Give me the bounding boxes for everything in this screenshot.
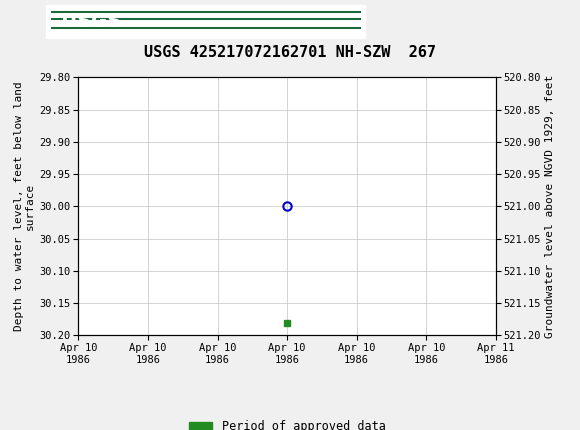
Text: ≡USGS: ≡USGS [46,12,122,31]
FancyBboxPatch shape [46,5,365,38]
Legend: Period of approved data: Period of approved data [184,415,390,430]
Text: USGS 425217072162701 NH-SZW  267: USGS 425217072162701 NH-SZW 267 [144,45,436,60]
Y-axis label: Groundwater level above NGVD 1929, feet: Groundwater level above NGVD 1929, feet [545,75,555,338]
Y-axis label: Depth to water level, feet below land
surface: Depth to water level, feet below land su… [14,82,35,331]
